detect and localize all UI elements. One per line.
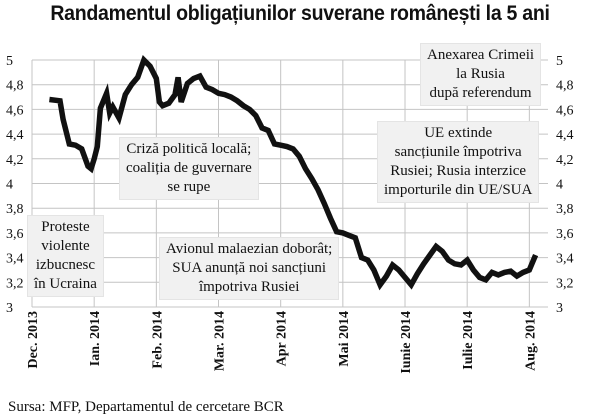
- x-tick-label: Aug. 2014: [523, 311, 538, 371]
- annotation-line: SUA anunță noi sancțiuni: [172, 260, 327, 276]
- y-axis-right: 3 3,2 3,4 3,6 3,8 4 4,2 4,4 4,6 4,8 5: [556, 54, 574, 316]
- y-tick-label-right: 4: [556, 178, 563, 193]
- annotation-line: se rupe: [167, 179, 211, 195]
- y-tick-label-left: 5: [6, 54, 13, 69]
- annotation-eu-sanctions: UE extinde sancțiunile împotriva Rusiei; R…: [378, 122, 539, 202]
- y-tick-label-right: 3,6: [556, 227, 574, 242]
- y-tick-label-left: 3,2: [6, 276, 24, 291]
- annotation-ukraine-protests: Proteste violente izbucnesc în Ucraina: [28, 216, 103, 296]
- y-tick-label-right: 3,2: [556, 276, 574, 291]
- x-tick-label: Iunie 2014: [399, 311, 414, 374]
- y-tick-label-left: 3,8: [6, 202, 24, 217]
- x-tick-label: Dec. 2013: [26, 311, 41, 369]
- x-tick-label: Mar. 2014: [213, 311, 228, 371]
- x-tick-label: Apr 2014: [275, 311, 290, 366]
- x-tick-label: Feb. 2014: [150, 311, 165, 369]
- source-note: Sursa: MFP, Departamentul de cercetare B…: [8, 399, 284, 415]
- y-axis-left: 3 3,2 3,4 3,6 3,8 4 4,2 4,4 4,6 4,8 5: [6, 54, 24, 316]
- annotation-line: Proteste: [41, 219, 90, 235]
- annotation-line: Criză politică locală;: [126, 141, 252, 157]
- series-line: [49, 54, 539, 291]
- y-tick-label-left: 3: [6, 301, 13, 316]
- annotation-mh17: Avionul malaezian doborât; SUA anunță noi…: [160, 238, 339, 299]
- annotation-line: violente: [41, 238, 90, 254]
- x-axis: Dec. 2013 Ian. 2014 Feb. 2014 Mar. 2014 Apr …: [26, 311, 538, 374]
- annotation-line: Avionul malaezian doborât;: [166, 241, 333, 257]
- annotation-line: Rusiei; Rusia interzice: [390, 163, 527, 179]
- annotation-line: importurile din UE/SUA: [384, 182, 533, 198]
- annotation-line: Anexarea Crimeii: [427, 47, 535, 63]
- series-layer: [49, 54, 539, 291]
- y-tick-label-right: 4,8: [556, 79, 574, 94]
- y-tick-label-right: 4,6: [556, 103, 574, 118]
- y-tick-label-left: 4,8: [6, 79, 24, 94]
- annotation-line: la Rusia: [456, 66, 505, 82]
- annotation-line: după referendum: [429, 85, 532, 101]
- y-tick-label-right: 4,2: [556, 153, 574, 168]
- y-tick-label-right: 3,4: [556, 252, 574, 267]
- y-tick-label-left: 4,2: [6, 153, 24, 168]
- annotation-crimea: Anexarea Crimeii la Rusia după referendum: [421, 44, 541, 105]
- y-tick-label-right: 5: [556, 54, 563, 69]
- annotation-line: împotriva Rusiei: [198, 279, 300, 295]
- chart-title: Randamentul obligațiunilor suverane româ…: [50, 2, 550, 25]
- annotation-line: coaliția de guvernare: [126, 160, 252, 176]
- annotation-line: sancțiunile împotriva: [394, 144, 522, 160]
- y-tick-label-left: 4,4: [6, 128, 24, 143]
- annotation-line: UE extinde: [424, 125, 493, 141]
- annotation-line: izbucnesc: [35, 257, 96, 273]
- chart-area: 3 3,2 3,4 3,6 3,8 4 4,2 4,4 4,6 4,8 5 3 3,2 3,4 3,6 3,…: [6, 54, 574, 374]
- y-tick-label-right: 3,8: [556, 202, 574, 217]
- annotation-political-crisis: Criză politică locală; coaliția de guvern…: [120, 138, 258, 199]
- x-tick-label: Iulie 2014: [461, 311, 476, 370]
- y-tick-label-left: 4: [6, 178, 13, 193]
- y-tick-label-right: 4,4: [556, 128, 574, 143]
- x-tick-label: Mai 2014: [337, 311, 352, 367]
- y-tick-label-left: 3,4: [6, 252, 24, 267]
- y-tick-label-left: 3,6: [6, 227, 24, 242]
- x-tick-label: Ian. 2014: [88, 311, 103, 366]
- y-tick-label-right: 3: [556, 301, 563, 316]
- y-tick-label-left: 4,6: [6, 103, 24, 118]
- annotation-line: în Ucraina: [34, 276, 97, 292]
